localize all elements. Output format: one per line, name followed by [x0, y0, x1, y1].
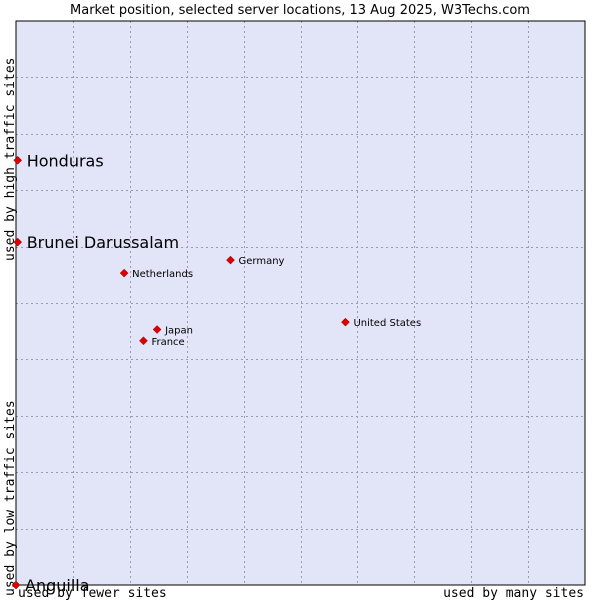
point-label-france: France [151, 337, 184, 348]
plot-area [16, 21, 585, 585]
data-point-germany: Germany [226, 255, 285, 267]
point-marker-honduras [13, 155, 23, 165]
data-point-united-states: United States [341, 317, 421, 329]
chart-title: Market position, selected server locatio… [70, 3, 530, 18]
point-marker-anguilla [11, 580, 21, 590]
point-marker-france [139, 336, 148, 346]
plot-frame [15, 20, 586, 586]
point-label-anguilla: Anguilla [25, 576, 90, 595]
point-label-germany: Germany [239, 256, 285, 267]
point-marker-brunei-darussalam [13, 237, 23, 247]
data-point-netherlands: Netherlands [119, 268, 193, 280]
point-marker-germany [226, 255, 235, 265]
point-marker-united-states [341, 317, 350, 327]
x-axis-label-left: used by fewer sites [18, 586, 167, 600]
point-label-honduras: Honduras [27, 151, 104, 170]
point-label-japan: Japan [164, 326, 193, 337]
y-axis-label-bottom: used by low traffic sites [3, 400, 18, 596]
data-point-france: France [139, 336, 185, 348]
point-label-brunei-darussalam: Brunei Darussalam [27, 233, 179, 252]
data-point-brunei-darussalam: Brunei Darussalam [13, 233, 179, 252]
point-marker-netherlands [119, 268, 129, 278]
grid-layer [16, 21, 585, 585]
point-label-united-states: United States [353, 318, 421, 329]
data-points: Honduras Brunei Darussalam Germany Netherla… [11, 151, 421, 595]
data-point-anguilla: Anguilla [11, 576, 90, 595]
data-point-honduras: Honduras [13, 151, 104, 170]
x-axis-label-right: used by many sites [443, 586, 584, 600]
y-axis-label-top: used by high traffic sites [3, 58, 18, 262]
point-marker-japan [152, 325, 162, 334]
point-label-netherlands: Netherlands [132, 269, 193, 280]
data-point-japan: Japan [152, 325, 193, 337]
